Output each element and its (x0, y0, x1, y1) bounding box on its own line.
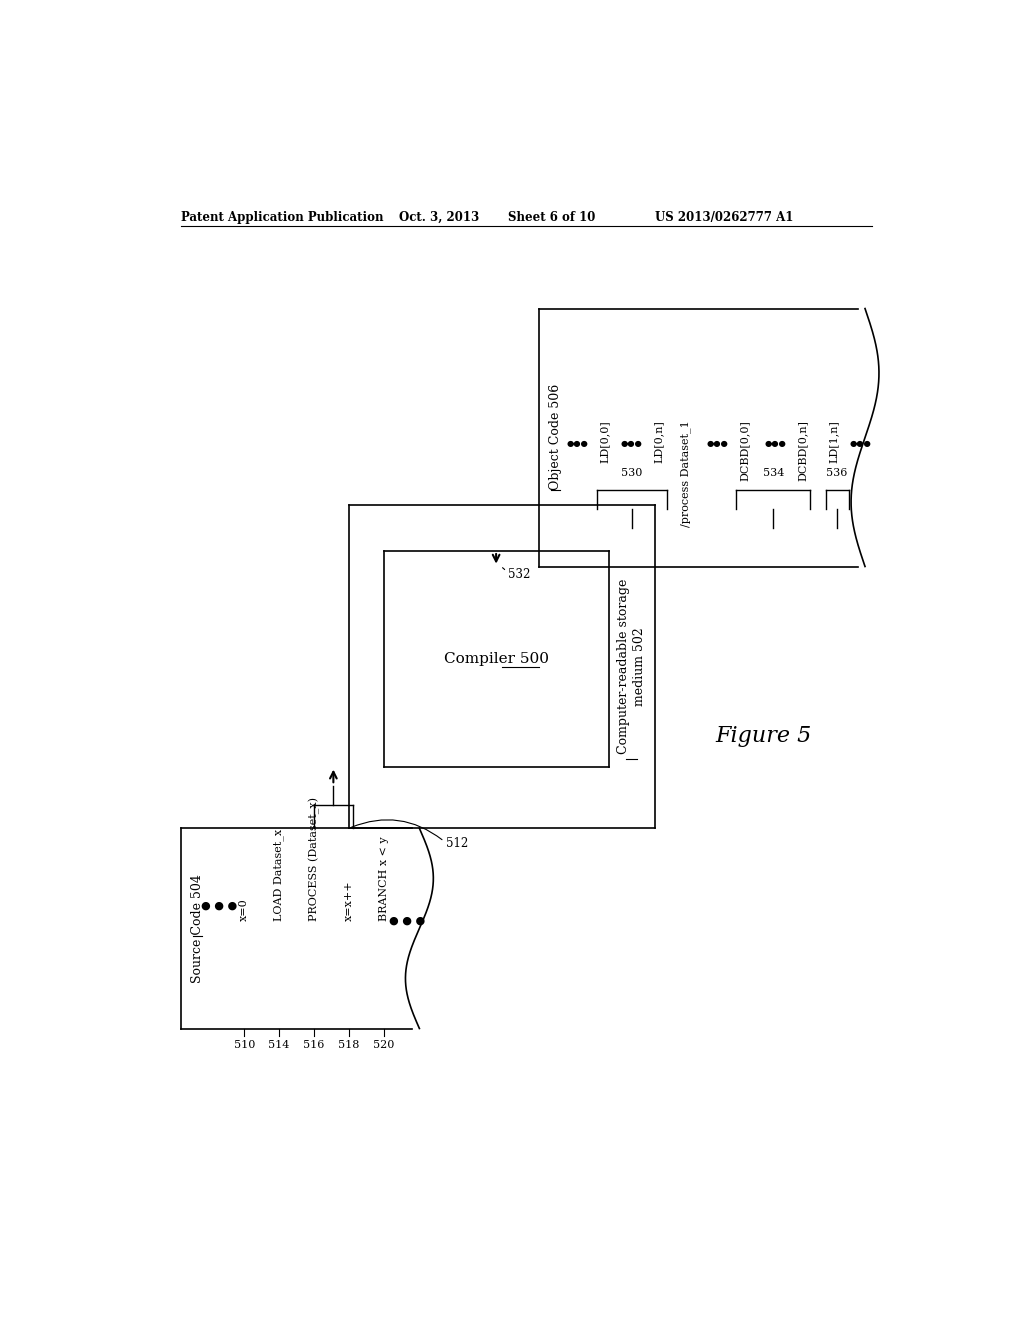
Text: LD[0,0]: LD[0,0] (600, 420, 609, 463)
Text: ●●●: ●●● (621, 438, 643, 447)
Text: 534: 534 (763, 469, 784, 478)
Text: ●●●: ●●● (707, 438, 728, 447)
Text: LOAD Dataset_x: LOAD Dataset_x (273, 829, 285, 921)
Text: LD[0,n]: LD[0,n] (654, 420, 664, 463)
Text: ●●●: ●●● (850, 438, 871, 447)
Text: ● ● ●: ● ● ● (389, 916, 425, 925)
Text: 514: 514 (268, 1040, 290, 1049)
Text: ●●●: ●●● (566, 438, 589, 447)
Text: US 2013/0262777 A1: US 2013/0262777 A1 (655, 211, 794, 224)
Text: 520: 520 (373, 1040, 394, 1049)
Text: 518: 518 (338, 1040, 359, 1049)
Text: ●●●: ●●● (764, 438, 786, 447)
Text: Figure 5: Figure 5 (716, 725, 812, 747)
Text: 512: 512 (445, 837, 468, 850)
FancyArrowPatch shape (503, 568, 505, 570)
Text: Source Code 504: Source Code 504 (191, 874, 204, 983)
Text: DCBD[0,n]: DCBD[0,n] (798, 420, 807, 482)
Text: ● ● ●: ● ● ● (202, 900, 238, 911)
Text: Compiler 500: Compiler 500 (443, 652, 549, 665)
Text: BRANCH x < y: BRANCH x < y (379, 836, 389, 921)
Text: LD[1,n]: LD[1,n] (828, 420, 839, 463)
Text: Computer-readable storage
medium 502: Computer-readable storage medium 502 (617, 579, 646, 754)
Text: Oct. 3, 2013: Oct. 3, 2013 (399, 211, 479, 224)
Text: x=x++: x=x++ (344, 880, 354, 921)
Text: DCBD[0,0]: DCBD[0,0] (739, 420, 750, 480)
FancyArrowPatch shape (351, 820, 442, 840)
Text: Patent Application Publication: Patent Application Publication (180, 211, 383, 224)
Text: 516: 516 (303, 1040, 325, 1049)
Text: 536: 536 (826, 469, 848, 478)
Text: PROCESS (Dataset_x): PROCESS (Dataset_x) (308, 797, 319, 921)
Text: Sheet 6 of 10: Sheet 6 of 10 (508, 211, 595, 224)
Text: Object Code 506: Object Code 506 (549, 384, 562, 490)
Text: x=0: x=0 (240, 898, 249, 921)
Text: 532: 532 (508, 568, 530, 581)
Text: /process Dataset_1: /process Dataset_1 (681, 420, 691, 527)
Text: 530: 530 (622, 469, 642, 478)
Text: 510: 510 (233, 1040, 255, 1049)
